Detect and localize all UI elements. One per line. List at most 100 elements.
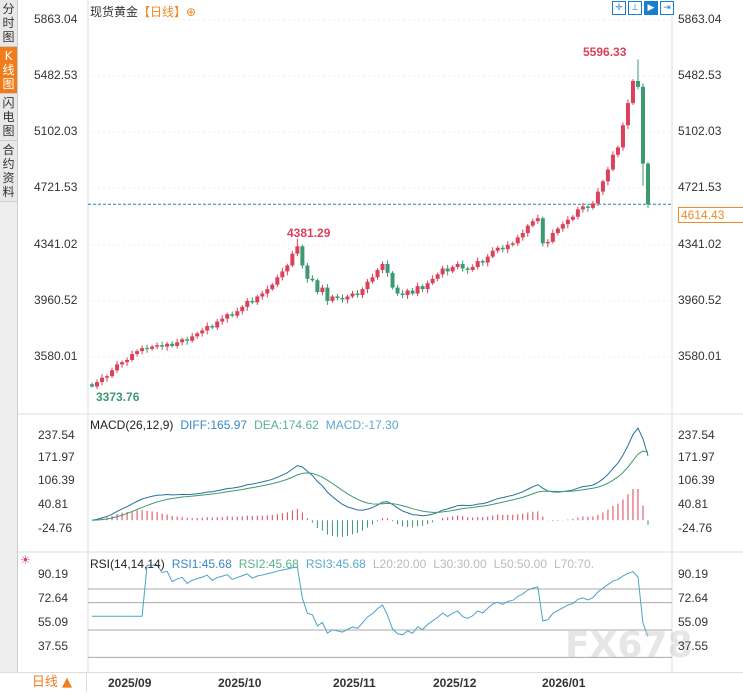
candle-body [345, 296, 350, 300]
candle-body [280, 271, 285, 278]
tab-timeshare[interactable]: 分时图 [0, 0, 17, 47]
candle-body [310, 278, 315, 281]
candle-body [395, 287, 400, 294]
candle-body [165, 343, 170, 347]
rsi-tick-left: 55.09 [38, 615, 69, 629]
period-label[interactable]: 【日线】 [138, 5, 187, 19]
candle-body [370, 277, 375, 282]
candle-body [125, 359, 130, 363]
rsi-tick-right: 37.55 [678, 639, 709, 653]
rsi-tick-right: 55.09 [678, 615, 709, 629]
macd-diff: DIFF:165.97 [180, 418, 248, 432]
tab-flash[interactable]: 闪电图 [0, 94, 17, 141]
date-tick: 2025/09 [108, 676, 152, 690]
candle-body [425, 283, 430, 290]
candle-body [335, 296, 340, 298]
price-tick-right: 5102.03 [678, 124, 722, 138]
crosshair-icon[interactable]: ✛ [612, 1, 626, 15]
candle-body [195, 333, 200, 337]
candle-body [100, 377, 105, 383]
candle-body [640, 86, 645, 164]
candle-body [450, 266, 455, 272]
chart-title: 现货黄金【日线】⊕ [90, 3, 196, 20]
macd-dea: DEA:174.62 [254, 418, 319, 432]
exit-icon[interactable]: ⇥ [660, 1, 674, 15]
candle-body [535, 218, 540, 222]
candle-body [620, 125, 625, 148]
candle-body [375, 269, 380, 278]
candle-body [270, 284, 275, 290]
candle-body [150, 346, 155, 349]
rsi-tick-left: 37.55 [38, 639, 69, 653]
dea-line [91, 450, 649, 521]
candle-body [160, 345, 165, 347]
candle-body [95, 382, 100, 387]
candle-body [435, 274, 440, 279]
range-select-icon[interactable]: ⊥ [628, 1, 642, 15]
candle-body [365, 281, 370, 290]
macd-tick-left: 237.54 [38, 428, 75, 442]
candle-body [385, 264, 390, 273]
sidebar: 分时图 K线图 闪电图 合约资料 [0, 0, 18, 672]
candle-body [550, 233, 555, 242]
candle-body [415, 286, 420, 294]
date-tick: 2025/12 [433, 676, 477, 690]
candle-body [325, 287, 330, 301]
candle-body [405, 290, 410, 296]
candle-body [635, 80, 640, 87]
candle-body [175, 342, 180, 346]
settings-sun-icon[interactable]: ☀ [20, 553, 31, 567]
candle-body [646, 163, 650, 205]
candle-body [570, 216, 575, 220]
candle-body [305, 265, 310, 279]
macd-tick-right: 171.97 [678, 450, 715, 464]
candle-body [480, 261, 485, 263]
candle-body [295, 246, 300, 254]
price-tick-right: 5482.53 [678, 68, 722, 82]
candle-body [210, 326, 215, 328]
candle-body [475, 261, 480, 267]
candle-body [555, 228, 560, 234]
candle-body [230, 314, 235, 316]
candle-body [265, 289, 270, 294]
period-selector[interactable]: 日线 ▲ [18, 673, 87, 692]
candle-body [520, 233, 525, 238]
candle-body [500, 247, 505, 250]
date-tick: 2026/01 [542, 676, 586, 690]
date-tick: 2025/10 [218, 676, 262, 690]
candle-body [360, 289, 365, 296]
tab-kline[interactable]: K线图 [0, 47, 17, 94]
candle-body [525, 225, 530, 234]
candle-body [565, 219, 570, 225]
candle-body [275, 277, 280, 285]
draw-tool-icon[interactable]: ▶ [644, 1, 658, 15]
price-tick-right: 5863.04 [678, 12, 722, 26]
candle-body [120, 362, 125, 365]
candle-body [585, 206, 590, 208]
candle-body [560, 224, 565, 229]
candle-body [410, 290, 415, 294]
rsi-l50: L50:50.00 [493, 557, 548, 571]
rsi1: RSI1:45.68 [171, 557, 232, 571]
candle-body [90, 384, 94, 387]
circle-plus-icon[interactable]: ⊕ [186, 5, 197, 19]
rsi-tick-right: 90.19 [678, 567, 709, 581]
candle-body [245, 300, 250, 307]
candle-body [255, 296, 260, 303]
candle-body [205, 326, 210, 331]
tab-contract-info[interactable]: 合约资料 [0, 141, 17, 202]
rsi-l70: L70:70. [554, 557, 595, 571]
candle-body [145, 348, 150, 350]
price-tick-left: 3580.01 [34, 349, 78, 363]
instrument-name: 现货黄金 [90, 5, 139, 19]
rsi-l20: L20:20.00 [372, 557, 427, 571]
candle-body [115, 364, 120, 371]
candle-body [545, 241, 550, 244]
candle-body [605, 169, 610, 182]
candle-body [190, 336, 195, 341]
candle-body [470, 266, 475, 270]
macd-tick-left: 40.81 [38, 497, 69, 511]
candle-body [485, 256, 490, 263]
candle-body [390, 272, 395, 288]
